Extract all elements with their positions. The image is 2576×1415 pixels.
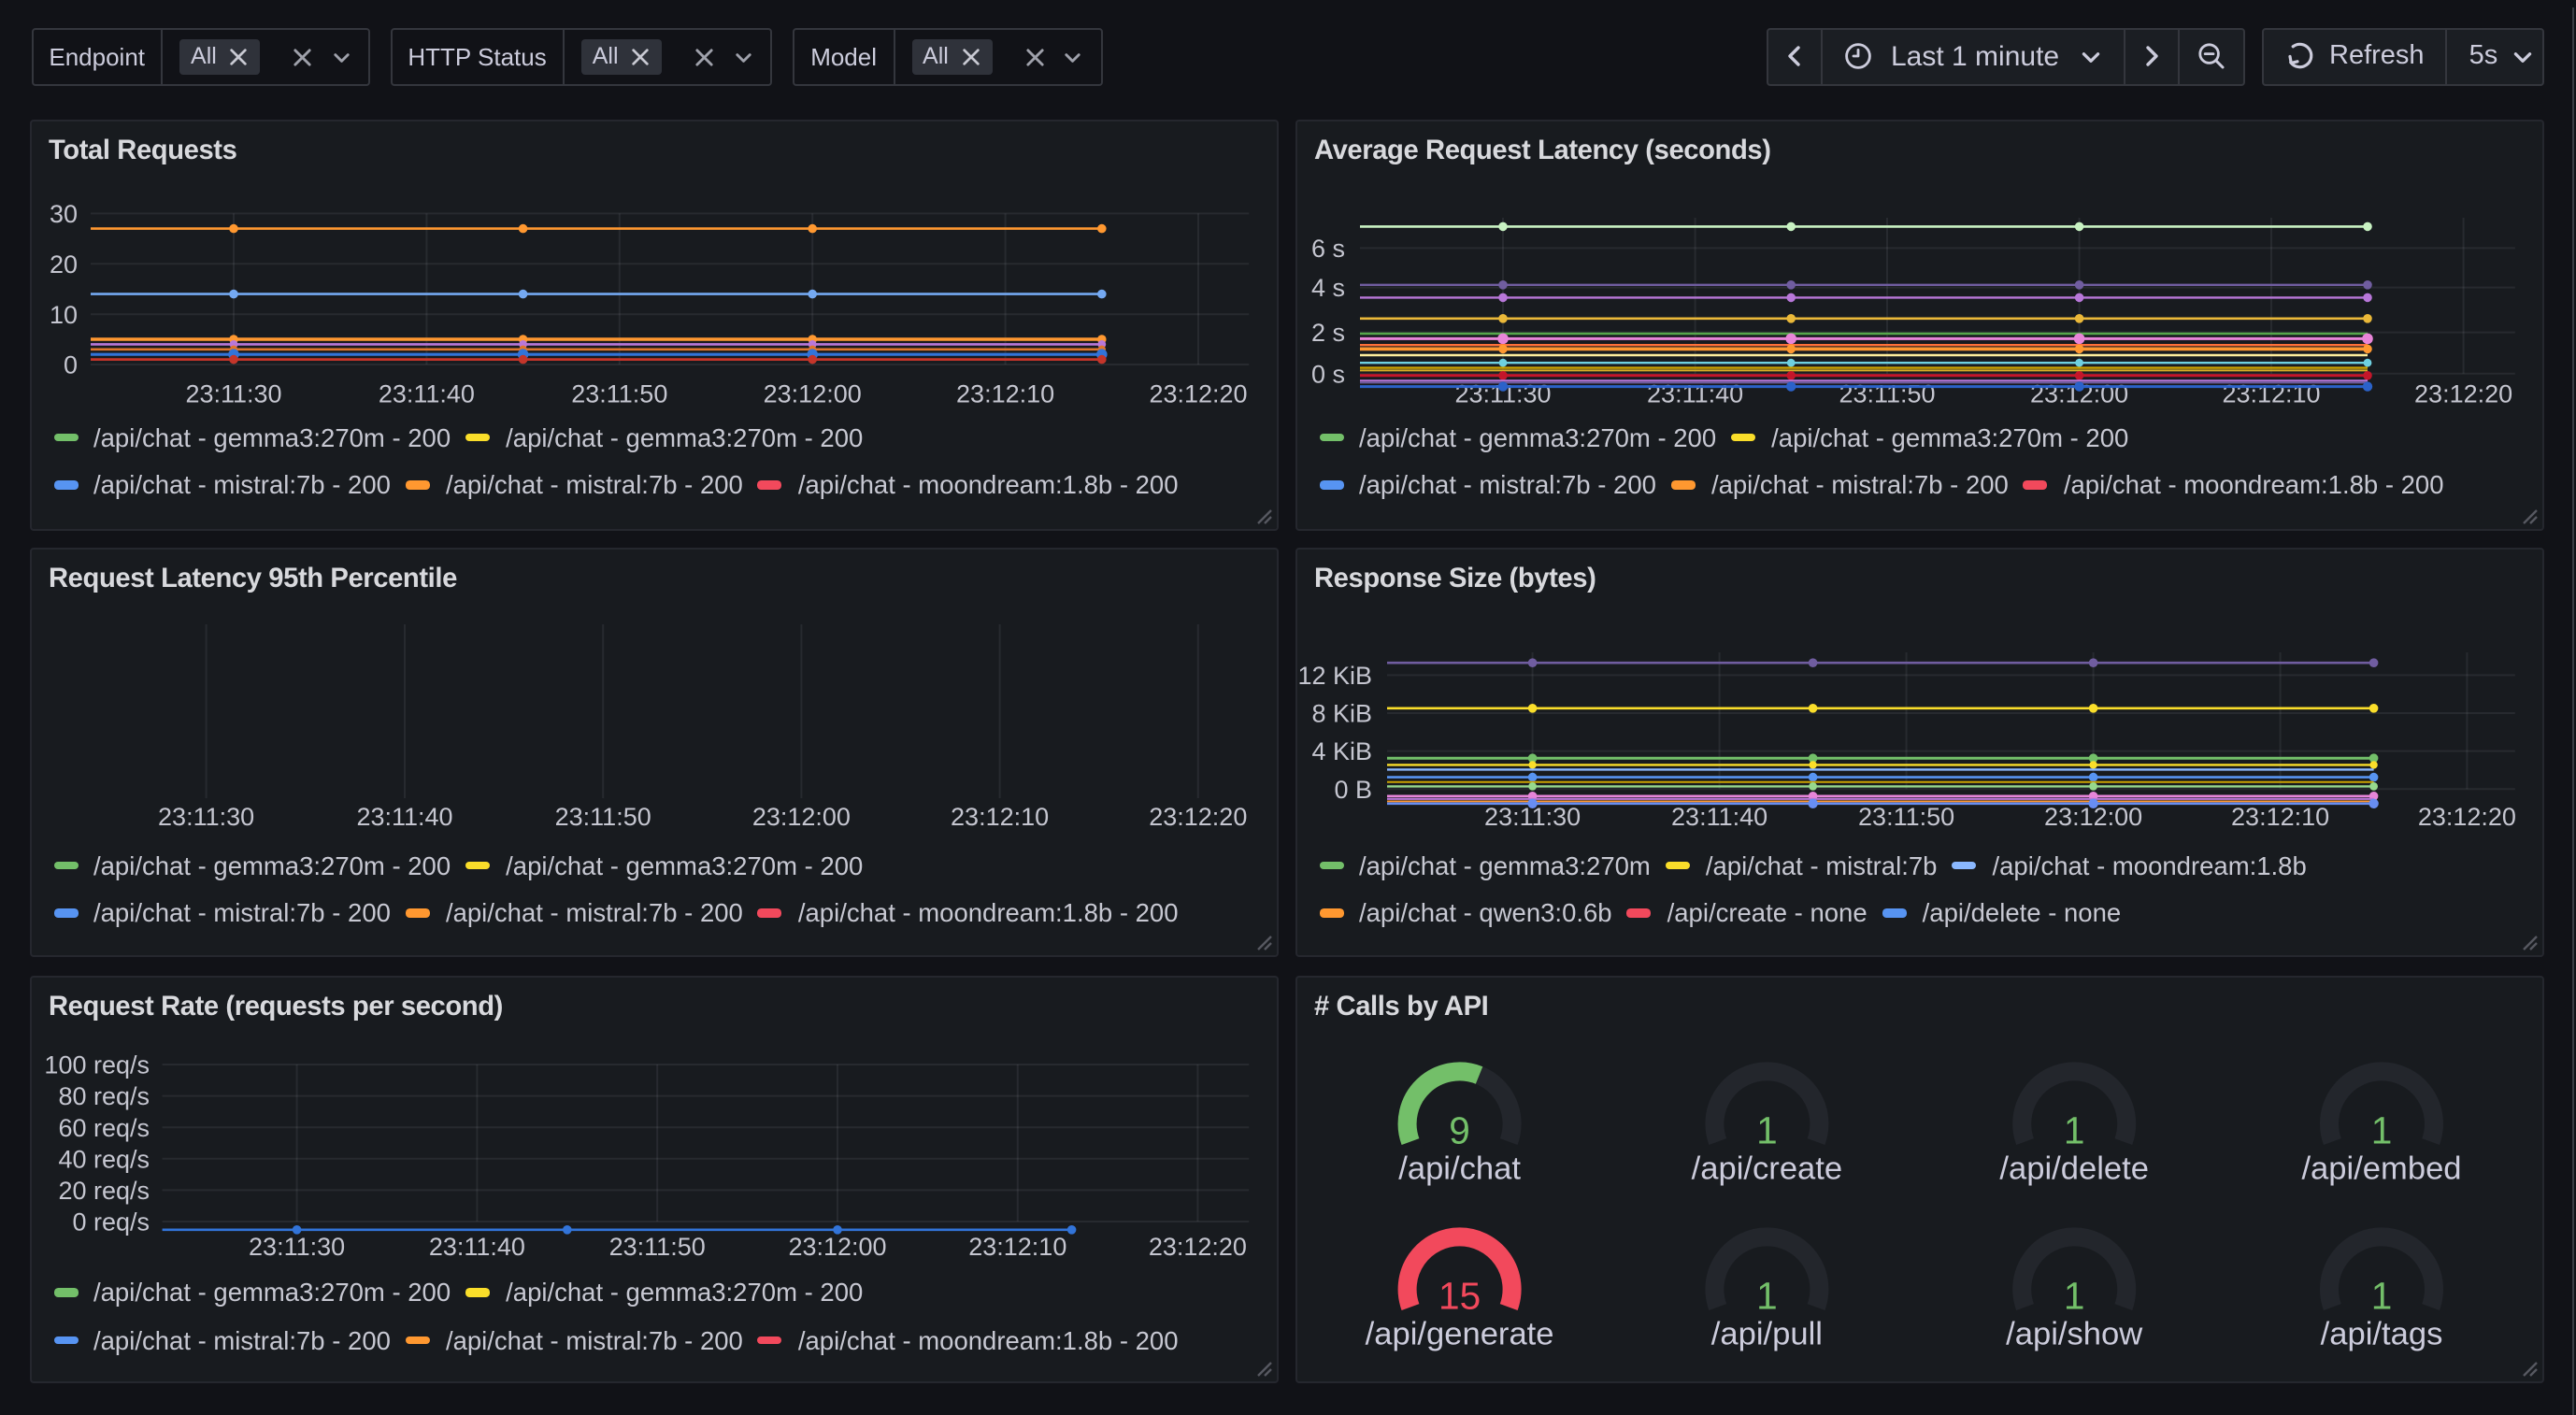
svg-text:0 s: 0 s xyxy=(1311,360,1345,388)
svg-text:23:12:20: 23:12:20 xyxy=(2418,803,2516,831)
svg-text:23:11:30: 23:11:30 xyxy=(249,1232,345,1260)
svg-text:40 req/s: 40 req/s xyxy=(58,1144,150,1172)
svg-text:0 B: 0 B xyxy=(1334,776,1372,804)
svg-text:10: 10 xyxy=(50,301,78,329)
svg-text:23:11:40: 23:11:40 xyxy=(356,803,452,831)
svg-text:23:11:40: 23:11:40 xyxy=(379,379,475,407)
svg-text:12 KiB: 12 KiB xyxy=(1297,662,1372,690)
svg-text:/api/generate: /api/generate xyxy=(1366,1316,1554,1351)
svg-text:1: 1 xyxy=(2064,1108,2085,1151)
svg-text:4 s: 4 s xyxy=(1311,274,1345,302)
svg-text:23:12:20: 23:12:20 xyxy=(1149,379,1247,407)
svg-text:2 s: 2 s xyxy=(1311,319,1345,347)
svg-text:23:11:50: 23:11:50 xyxy=(609,1232,706,1260)
svg-text:20 req/s: 20 req/s xyxy=(58,1176,150,1204)
svg-text:23:11:40: 23:11:40 xyxy=(1647,379,1743,407)
svg-text:23:12:10: 23:12:10 xyxy=(968,1232,1066,1260)
svg-text:15: 15 xyxy=(1438,1274,1481,1317)
svg-text:0: 0 xyxy=(64,351,78,379)
svg-text:23:12:10: 23:12:10 xyxy=(951,803,1049,831)
svg-text:80 req/s: 80 req/s xyxy=(58,1081,150,1109)
svg-text:1: 1 xyxy=(2064,1274,2085,1317)
svg-text:/api/tags: /api/tags xyxy=(2321,1316,2443,1351)
svg-text:23:12:20: 23:12:20 xyxy=(1149,803,1247,831)
svg-text:1: 1 xyxy=(1756,1274,1778,1317)
svg-text:/api/pull: /api/pull xyxy=(1711,1316,1823,1351)
svg-text:23:12:10: 23:12:10 xyxy=(2222,379,2320,407)
svg-text:9: 9 xyxy=(1449,1108,1470,1151)
svg-text:30: 30 xyxy=(50,200,78,228)
svg-text:23:12:00: 23:12:00 xyxy=(788,1232,886,1260)
svg-text:/api/create: /api/create xyxy=(1692,1151,1842,1186)
svg-text:60 req/s: 60 req/s xyxy=(58,1113,150,1141)
svg-text:0 req/s: 0 req/s xyxy=(72,1208,150,1236)
svg-text:23:11:40: 23:11:40 xyxy=(1671,803,1767,831)
svg-text:1: 1 xyxy=(2371,1108,2393,1151)
svg-text:23:11:50: 23:11:50 xyxy=(555,803,651,831)
svg-text:4 KiB: 4 KiB xyxy=(1311,737,1372,765)
svg-text:/api/show: /api/show xyxy=(2006,1316,2143,1351)
svg-text:/api/embed: /api/embed xyxy=(2301,1151,2461,1186)
svg-text:23:11:50: 23:11:50 xyxy=(571,379,667,407)
svg-text:23:12:20: 23:12:20 xyxy=(2414,379,2512,407)
svg-text:23:11:50: 23:11:50 xyxy=(1839,379,1935,407)
svg-text:1: 1 xyxy=(1756,1108,1778,1151)
svg-text:6 s: 6 s xyxy=(1311,235,1345,263)
svg-text:23:12:00: 23:12:00 xyxy=(752,803,851,831)
svg-text:1: 1 xyxy=(2371,1274,2393,1317)
svg-text:23:11:40: 23:11:40 xyxy=(429,1232,525,1260)
svg-text:23:12:20: 23:12:20 xyxy=(1149,1232,1247,1260)
svg-text:23:12:00: 23:12:00 xyxy=(764,379,862,407)
svg-text:8 KiB: 8 KiB xyxy=(1311,700,1372,728)
svg-text:23:11:30: 23:11:30 xyxy=(185,379,281,407)
svg-text:23:11:30: 23:11:30 xyxy=(158,803,254,831)
svg-text:23:12:10: 23:12:10 xyxy=(956,379,1054,407)
svg-text:100 req/s: 100 req/s xyxy=(44,1051,150,1079)
svg-text:/api/delete: /api/delete xyxy=(1999,1151,2149,1186)
svg-text:20: 20 xyxy=(50,250,78,279)
svg-text:23:12:10: 23:12:10 xyxy=(2231,803,2329,831)
svg-text:23:11:50: 23:11:50 xyxy=(1858,803,1954,831)
svg-text:/api/chat: /api/chat xyxy=(1398,1151,1521,1186)
